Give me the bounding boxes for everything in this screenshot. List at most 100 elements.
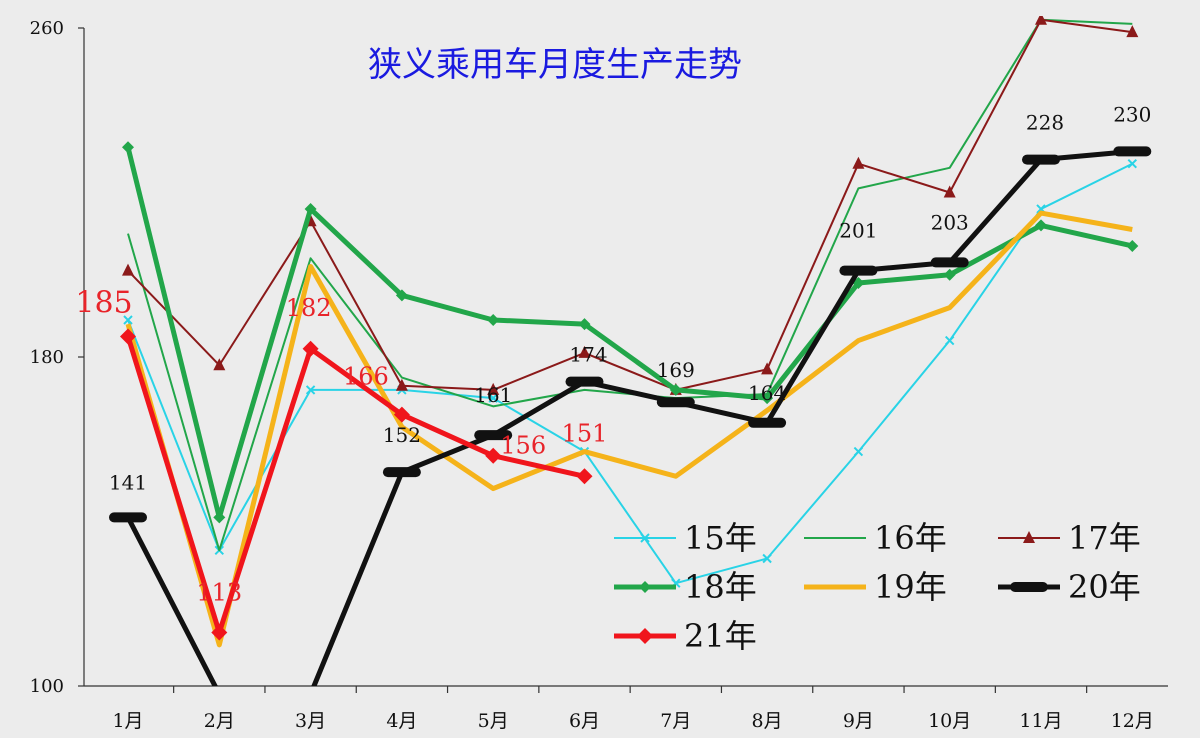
data-point <box>639 581 651 593</box>
data-point <box>213 511 226 524</box>
data-point <box>578 318 591 331</box>
data-labels: 141 152 161 174 169 164 201 203 228 230 185 113 182 1… <box>75 102 1151 606</box>
data-label: 141 <box>109 470 147 494</box>
data-point <box>123 315 133 325</box>
legend-label: 19年 <box>874 568 947 606</box>
series-17年 <box>122 16 1139 395</box>
data-label: 164 <box>748 381 786 405</box>
series-19年 <box>125 210 1133 648</box>
data-point <box>576 468 593 485</box>
data-point <box>211 624 228 641</box>
data-point <box>305 385 316 395</box>
data-label: 230 <box>1113 102 1151 126</box>
legend-item: 18年 <box>614 568 757 606</box>
chart-axes: 100 180 260 1月 2月 3月 4月 5月 6月 7月 8月 9月 10月 11月 12月 <box>30 18 1168 732</box>
series-16年 <box>127 18 1133 552</box>
legend-label: 17年 <box>1068 519 1141 557</box>
data-point <box>304 202 317 215</box>
legend-item: 20年 <box>998 568 1141 606</box>
series-line <box>125 210 1133 648</box>
series-line <box>127 18 1133 552</box>
x-tick-label: 7月 <box>660 710 691 732</box>
data-label: 169 <box>657 358 695 382</box>
x-tick-label: 8月 <box>752 710 783 732</box>
data-label: 161 <box>474 383 512 407</box>
y-tick-label: 180 <box>30 347 64 368</box>
data-point <box>395 378 408 391</box>
x-tick-label: 9月 <box>843 710 874 732</box>
data-point <box>487 382 500 395</box>
legend-label: 21年 <box>684 617 757 655</box>
data-label: 152 <box>383 423 421 447</box>
data-point <box>761 362 774 375</box>
data-point <box>1023 531 1035 543</box>
data-label: 203 <box>931 210 969 234</box>
data-point <box>213 358 226 371</box>
series-line <box>125 148 1133 686</box>
data-point <box>943 268 956 281</box>
legend-label: 16年 <box>874 519 947 557</box>
data-point <box>762 553 772 564</box>
series-20年 <box>109 146 1152 686</box>
series-21年 <box>120 328 593 641</box>
chart-title: 狭义乘用车月度生产走势 <box>368 45 742 85</box>
data-point <box>122 263 134 276</box>
data-point <box>637 628 653 644</box>
x-tick-label: 1月 <box>112 710 143 732</box>
legend-label: 15年 <box>684 519 757 557</box>
x-tick-label: 2月 <box>204 710 235 732</box>
data-point <box>395 289 408 302</box>
y-tick-label: 100 <box>30 676 64 697</box>
data-label: 166 <box>343 363 389 391</box>
legend: 15年 16年 17年 18年 19年 20年 21年 <box>614 519 1141 655</box>
x-tick-label: 6月 <box>569 710 600 732</box>
series-line <box>127 162 1133 585</box>
x-tick-label: 12月 <box>1111 710 1154 732</box>
legend-label: 18年 <box>684 568 757 606</box>
x-tick-label: 5月 <box>478 710 509 732</box>
data-point <box>487 313 500 326</box>
legend-label: 20年 <box>1068 568 1141 606</box>
series-line <box>125 335 586 636</box>
data-point <box>1127 159 1138 169</box>
x-tick-label: 3月 <box>295 710 326 732</box>
data-point <box>578 345 591 358</box>
data-point <box>488 393 498 403</box>
data-point <box>1035 16 1047 25</box>
data-label: 228 <box>1026 111 1064 135</box>
x-tick-label: 11月 <box>1019 710 1062 732</box>
y-tick-label: 260 <box>30 18 64 39</box>
data-label: 113 <box>196 579 242 607</box>
x-tick-label: 10月 <box>928 710 971 732</box>
data-point <box>1126 239 1139 252</box>
legend-item: 16年 <box>804 519 947 557</box>
data-point <box>761 392 774 405</box>
x-tick-label: 4月 <box>386 710 417 732</box>
data-point <box>853 446 864 457</box>
data-point <box>485 447 502 464</box>
data-point <box>640 533 650 543</box>
data-point <box>1126 25 1139 38</box>
data-label: 201 <box>839 219 877 243</box>
data-label: 185 <box>75 285 132 320</box>
series-layer <box>109 16 1152 686</box>
data-label: 174 <box>569 343 607 367</box>
data-label: 156 <box>500 432 546 460</box>
data-point <box>1035 219 1047 232</box>
data-point <box>852 156 865 169</box>
data-point <box>944 335 955 346</box>
legend-item: 15年 <box>614 519 757 557</box>
data-label: 182 <box>286 294 332 322</box>
legend-item: 21年 <box>614 617 757 655</box>
data-point <box>669 383 682 396</box>
data-point <box>120 328 136 345</box>
series-line <box>127 18 1133 391</box>
data-point <box>943 185 956 198</box>
legend-item: 17年 <box>998 519 1141 557</box>
legend-item: 19年 <box>804 568 947 606</box>
data-point <box>122 141 134 154</box>
data-label: 151 <box>562 419 608 447</box>
data-point <box>302 340 319 357</box>
data-point <box>393 406 410 423</box>
